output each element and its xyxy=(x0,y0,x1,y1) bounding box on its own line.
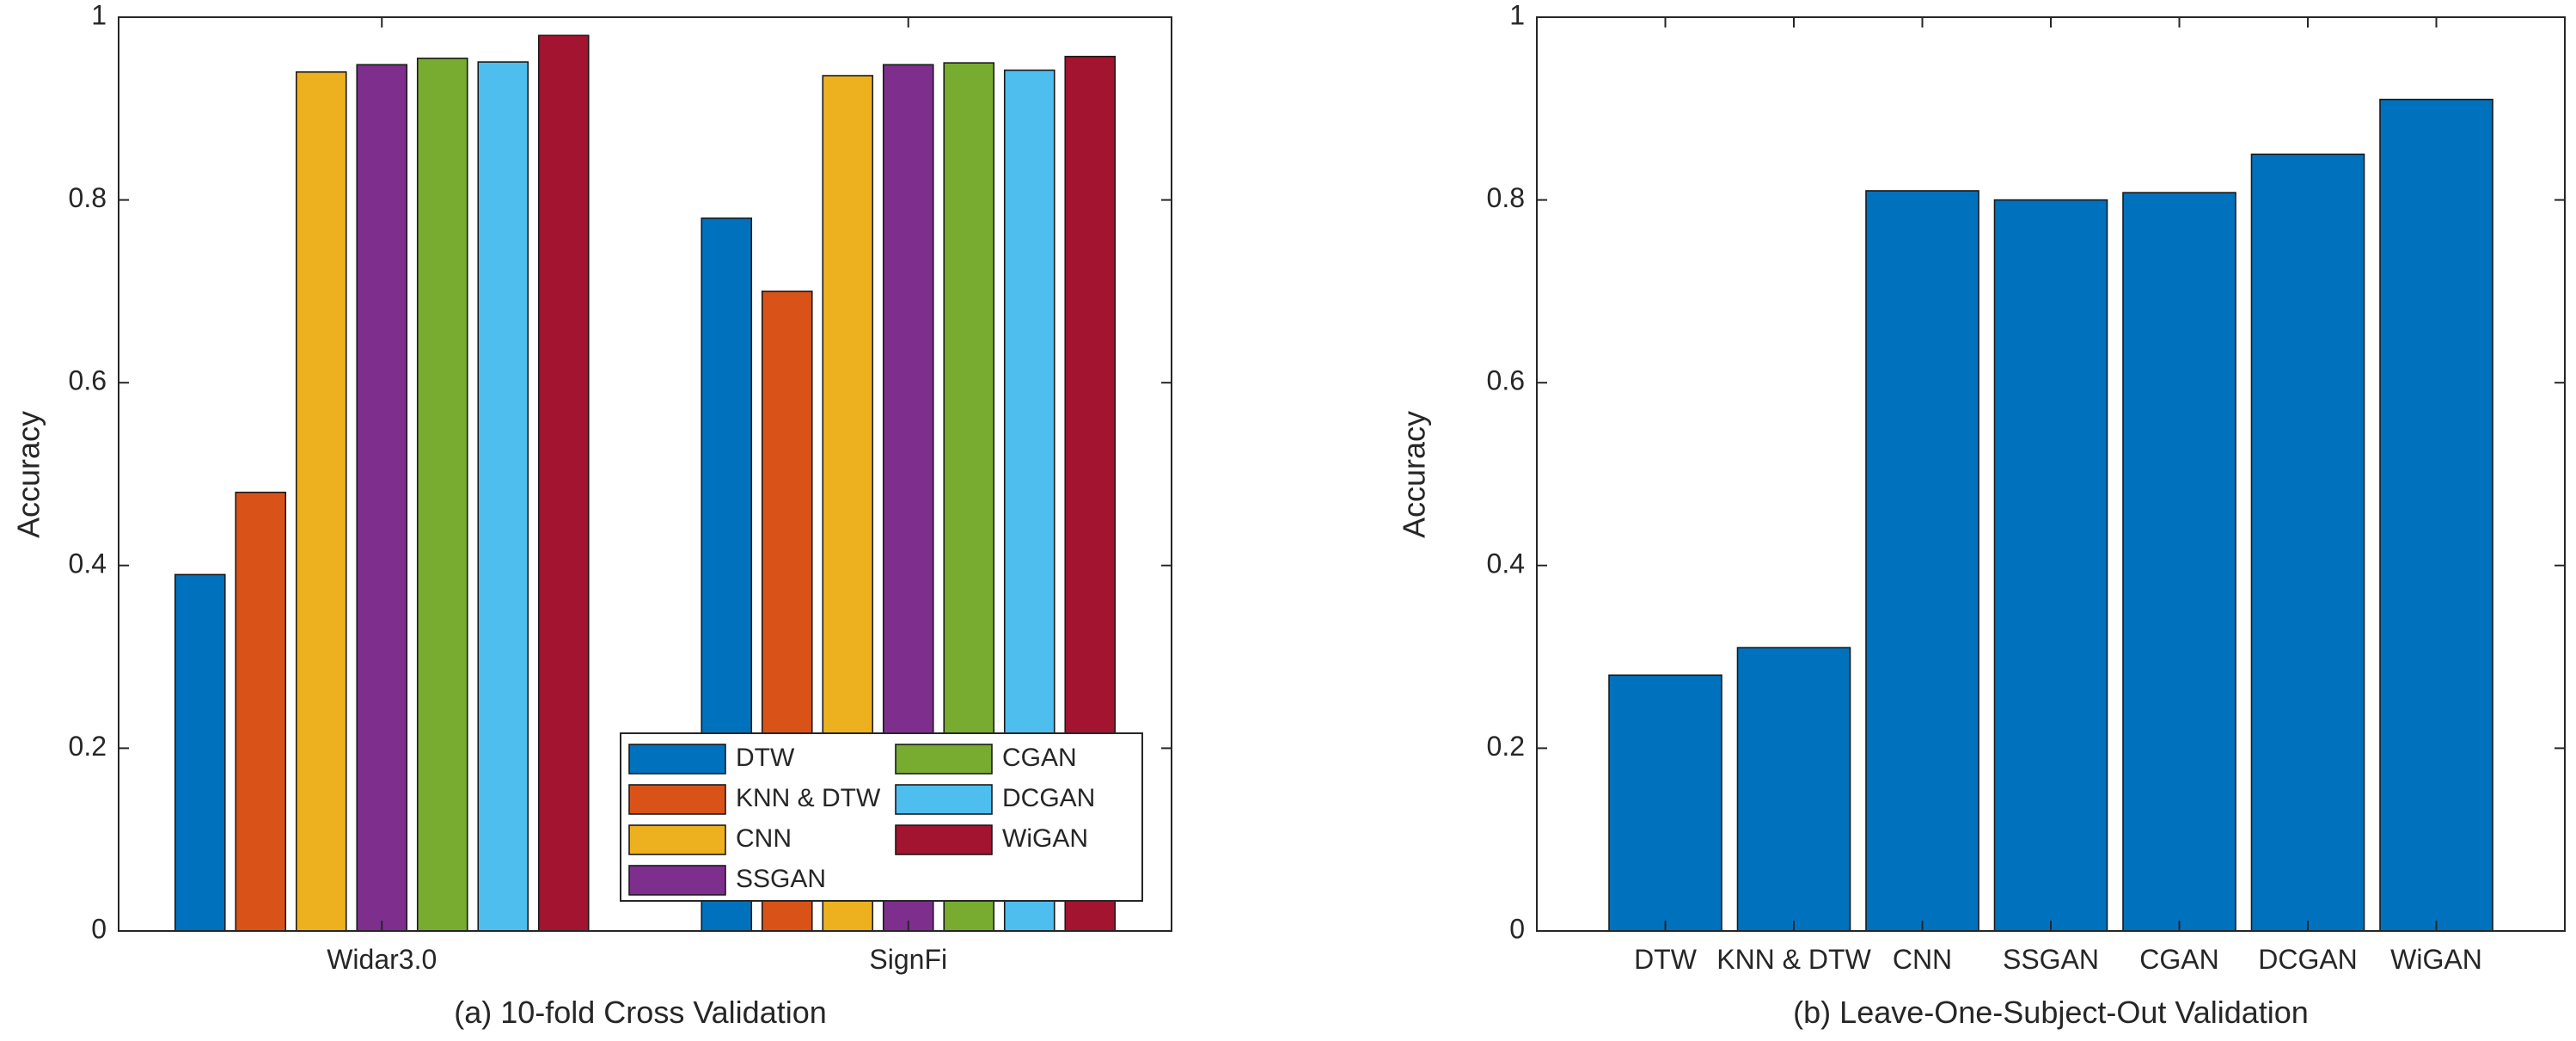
chart-a-xtick-label-signfi: SignFi xyxy=(869,944,947,975)
chart-b-xtick-label-dcgan: DCGAN xyxy=(2258,944,2358,975)
bar-widar3-0-cnn xyxy=(295,70,347,932)
chart-a-ytick-label: 0.8 xyxy=(69,182,107,213)
bar-widar3-0-dcgan xyxy=(477,61,529,932)
chart-b-xtick-label-ssgan: SSGAN xyxy=(2003,944,2099,975)
chart-b-xtick-label-dtw: DTW xyxy=(1634,944,1698,975)
chart-b-xtick-label-cgan: CGAN xyxy=(2139,944,2218,975)
legend-swatch-dcgan xyxy=(895,784,993,815)
legend-label-wigan: WiGAN xyxy=(1002,824,1088,853)
chart-a-ticks: 0 0.2 0.4 0.6 0.8 1 Widar3.0 SignFi xyxy=(69,0,1172,975)
bar-widar3-0-ssgan xyxy=(356,64,408,932)
chart-a-legend: DTW KNN & DTW CNN SSGAN CGAN DCGAN WiGAN xyxy=(620,732,1143,902)
legend-swatch-ssgan xyxy=(628,865,726,896)
bar-b-ssgan xyxy=(1993,199,2108,932)
chart-b-ytick-label: 0 xyxy=(1509,913,1525,944)
bar-widar3-0-dtw xyxy=(174,573,226,932)
chart-b-ytick-label: 0.2 xyxy=(1487,731,1525,762)
chart-a-ytick-label: 0 xyxy=(91,913,107,944)
legend-label-knn-dtw: KNN & DTW xyxy=(736,784,881,812)
legend-label-ssgan: SSGAN xyxy=(736,865,826,893)
bar-b-knn-dtw xyxy=(1736,646,1851,932)
legend-swatch-knn-dtw xyxy=(628,784,726,815)
chart-b-ytick-label: 0.6 xyxy=(1487,365,1525,396)
bar-widar3-0-wigan xyxy=(537,34,590,932)
bar-b-dcgan xyxy=(2250,153,2365,932)
chart-b-ytick-label: 1 xyxy=(1509,0,1525,30)
legend-swatch-cgan xyxy=(895,744,993,775)
chart-b-xtick-label-wigan: WiGAN xyxy=(2390,944,2482,975)
chart-b-axes-frame xyxy=(1536,16,2566,932)
legend-swatch-wigan xyxy=(895,824,993,855)
legend-label-dcgan: DCGAN xyxy=(1002,784,1095,812)
bar-b-cgan xyxy=(2122,192,2236,932)
chart-b-ylabel: Accuracy xyxy=(1397,411,1432,538)
legend-label-dtw: DTW xyxy=(736,744,795,772)
legend-label-cnn: CNN xyxy=(736,824,792,853)
bar-b-dtw xyxy=(1608,674,1722,932)
legend-swatch-dtw xyxy=(628,744,726,775)
chart-a-ytick-label: 0.2 xyxy=(69,731,107,762)
chart-a-ylabel: Accuracy xyxy=(11,411,46,538)
chart-a-ytick-label: 0.6 xyxy=(69,365,107,396)
bar-b-wigan xyxy=(2379,98,2493,932)
chart-b-ticks: 0 0.2 0.4 0.6 0.8 1 DTW KNN & DTW CNN SSGAN CGAN DC… xyxy=(1487,0,2565,975)
legend-label-cgan: CGAN xyxy=(1002,744,1077,772)
chart-b-caption: (b) Leave-One-Subject-Out Validation xyxy=(1793,995,2309,1030)
legend-swatch-cnn xyxy=(628,824,726,855)
chart-b-xtick-label-knn-dtw: KNN & DTW xyxy=(1716,944,1871,975)
bar-b-cnn xyxy=(1865,190,1979,932)
chart-a-caption: (a) 10-fold Cross Validation xyxy=(454,995,827,1030)
chart-b-ytick-label: 0.4 xyxy=(1487,548,1525,579)
chart-b-ytick-label: 0.8 xyxy=(1487,182,1525,213)
chart-a-10-fold-cross-validation: 0 0.2 0.4 0.6 0.8 1 Widar3.0 SignFi Accuracy (a… xyxy=(11,0,1172,1030)
chart-b-bars xyxy=(1608,98,2493,932)
chart-a-ytick-label: 0.4 xyxy=(69,548,107,579)
bar-widar3-0-cgan xyxy=(416,58,468,932)
chart-a-xtick-label-widar3-0: Widar3.0 xyxy=(327,944,437,975)
chart-a-ytick-label: 1 xyxy=(91,0,107,30)
chart-b-leave-one-subject-out-validation: 0 0.2 0.4 0.6 0.8 1 DTW KNN & DTW CNN SSGAN CGAN DC… xyxy=(1397,0,2566,1030)
bar-widar3-0-knn-dtw xyxy=(235,491,287,932)
chart-a-axes-frame xyxy=(118,16,1172,932)
chart-b-xtick-label-cnn: CNN xyxy=(1893,944,1952,975)
